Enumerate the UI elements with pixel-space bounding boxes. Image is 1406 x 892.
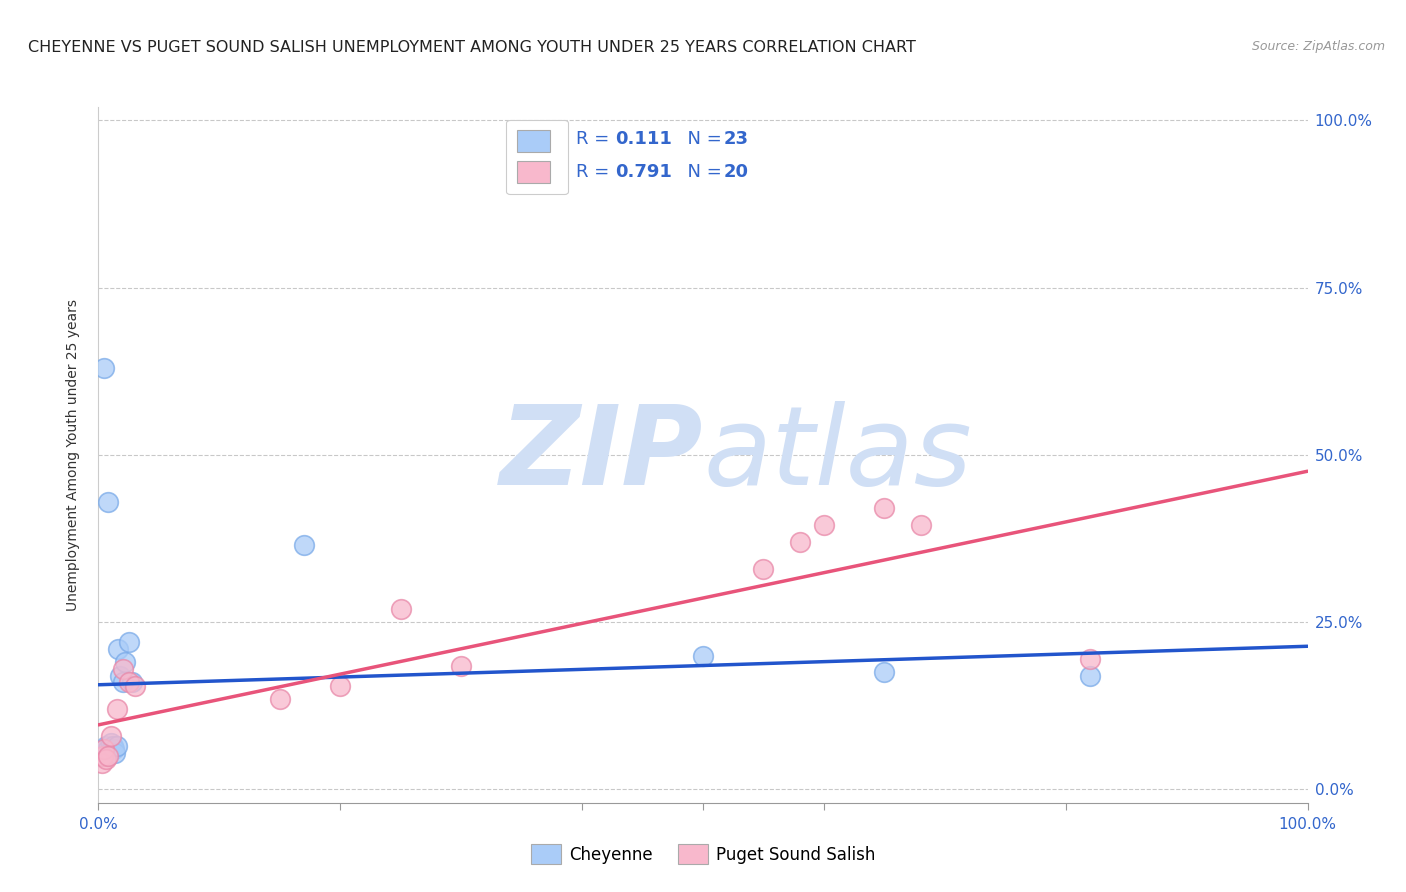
Text: N =: N = xyxy=(676,130,728,148)
Legend: Cheyenne, Puget Sound Salish: Cheyenne, Puget Sound Salish xyxy=(524,838,882,871)
Point xyxy=(118,675,141,690)
Point xyxy=(93,361,115,376)
Point xyxy=(910,518,932,533)
Point xyxy=(108,669,131,683)
Point xyxy=(93,742,115,756)
Point xyxy=(389,602,412,616)
Point xyxy=(692,648,714,663)
Point xyxy=(813,518,835,533)
Point xyxy=(101,739,124,753)
Text: atlas: atlas xyxy=(703,401,972,508)
Point xyxy=(91,746,114,760)
Point xyxy=(105,702,128,716)
Point xyxy=(873,501,896,516)
Text: ZIP: ZIP xyxy=(499,401,703,508)
Point xyxy=(111,662,134,676)
Point xyxy=(292,538,315,552)
Point xyxy=(789,535,811,549)
Text: R =: R = xyxy=(576,162,614,181)
Point xyxy=(91,749,114,764)
Text: R =: R = xyxy=(576,130,614,148)
Point xyxy=(114,655,136,669)
Point xyxy=(94,752,117,766)
Text: CHEYENNE VS PUGET SOUND SALISH UNEMPLOYMENT AMONG YOUTH UNDER 25 YEARS CORRELATI: CHEYENNE VS PUGET SOUND SALISH UNEMPLOYM… xyxy=(28,40,915,55)
Point xyxy=(329,679,352,693)
Point xyxy=(100,729,122,743)
Point xyxy=(752,562,775,576)
Point xyxy=(91,756,114,770)
Text: 20: 20 xyxy=(724,162,748,181)
Text: 0.111: 0.111 xyxy=(614,130,672,148)
Point xyxy=(111,675,134,690)
Point xyxy=(103,742,125,756)
Point xyxy=(93,742,115,756)
Point xyxy=(118,635,141,649)
Point xyxy=(269,692,291,706)
Point xyxy=(97,742,120,756)
Text: 0.791: 0.791 xyxy=(614,162,672,181)
Point xyxy=(94,739,117,753)
Text: 23: 23 xyxy=(724,130,748,148)
Point xyxy=(121,675,143,690)
Point xyxy=(450,658,472,673)
Point xyxy=(873,665,896,680)
Text: Source: ZipAtlas.com: Source: ZipAtlas.com xyxy=(1251,40,1385,54)
Point xyxy=(1078,669,1101,683)
Point xyxy=(96,749,118,764)
Point xyxy=(1078,652,1101,666)
Point xyxy=(97,749,120,764)
Point xyxy=(124,679,146,693)
Point xyxy=(100,735,122,749)
Text: N =: N = xyxy=(676,162,728,181)
Y-axis label: Unemployment Among Youth under 25 years: Unemployment Among Youth under 25 years xyxy=(66,299,80,611)
Point xyxy=(105,739,128,753)
Point xyxy=(91,749,114,764)
Point xyxy=(97,494,120,508)
Point xyxy=(107,642,129,657)
Point xyxy=(104,746,127,760)
